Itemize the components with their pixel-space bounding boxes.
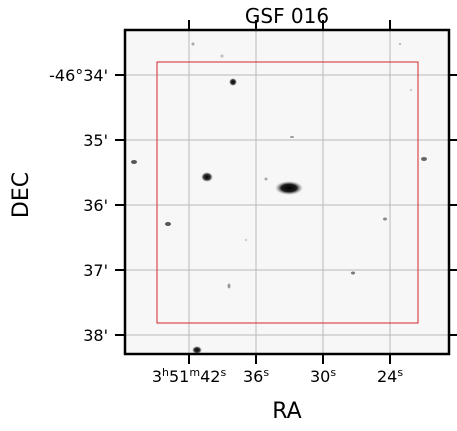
star-source [383, 217, 387, 221]
ra-tick-label-first: 3h51m42s [152, 366, 227, 386]
star-source [227, 283, 231, 289]
star-source [192, 346, 202, 354]
dec-tick-label: 35' [83, 131, 108, 150]
y-axis-label: DEC [9, 172, 34, 218]
ra-tick-label: 24s [377, 366, 403, 386]
dec-tick-label: 38' [83, 326, 108, 345]
star-source [398, 42, 402, 46]
figure-title: GSF 016 [245, 4, 329, 28]
star-source [201, 172, 213, 182]
star-source [229, 78, 237, 86]
star-source [165, 222, 171, 226]
star-source [290, 136, 294, 138]
star-source [409, 88, 413, 92]
plot-frame [123, 28, 451, 356]
dec-tick-label: 36' [83, 196, 108, 215]
star-source [191, 42, 195, 46]
star-source [244, 238, 248, 242]
star-source [220, 54, 224, 58]
ra-tick-label: 30s [310, 366, 336, 386]
star-source [264, 177, 268, 181]
axis-ticks [115, 20, 457, 364]
region-box [156, 61, 419, 324]
ra-tick-label: 36s [243, 366, 269, 386]
star-source [351, 271, 355, 275]
star-source [131, 160, 137, 164]
coordinate-grid [125, 30, 449, 354]
x-axis-label: RA [272, 399, 301, 424]
dec-tick-label: -46°34' [49, 66, 108, 85]
star-source [421, 157, 427, 161]
dec-tick-label: 37' [83, 261, 108, 280]
galaxy-source [275, 181, 303, 195]
sources [131, 42, 427, 354]
